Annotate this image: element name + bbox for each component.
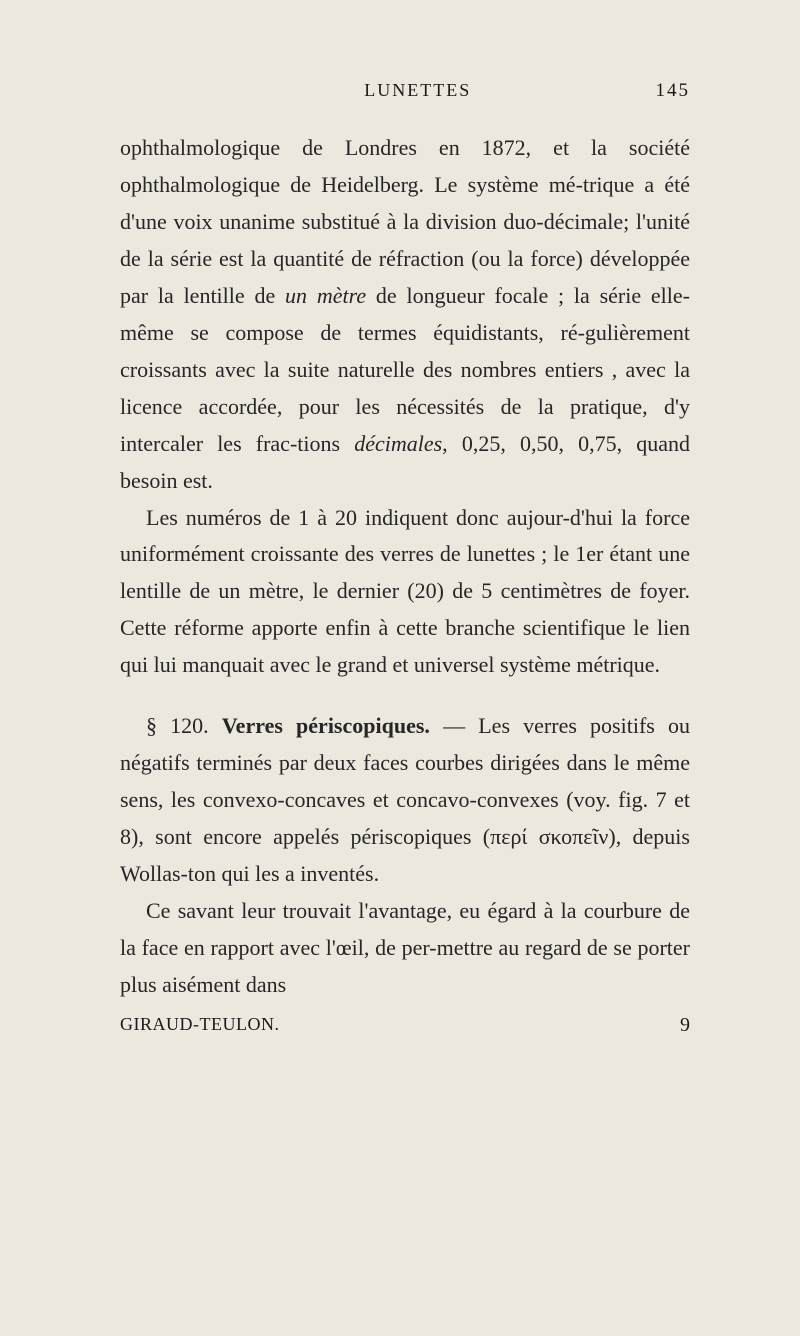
paragraph-1: ophthalmologique de Londres en 1872, et …	[120, 130, 690, 500]
paragraph-3: § 120. Verres périscopiques. — Les verre…	[120, 708, 690, 893]
page-number: 145	[656, 80, 691, 102]
section-title: Verres périscopiques.	[222, 713, 430, 738]
body-text: ophthalmologique de Londres en 1872, et …	[120, 130, 690, 1004]
running-title: LUNETTES	[120, 80, 656, 102]
italic-text: un mètre	[285, 283, 366, 308]
italic-text: décimales	[354, 431, 442, 456]
text-run: — Les verres positifs ou négatifs termin…	[120, 713, 690, 886]
section-number: § 120.	[146, 713, 222, 738]
footer-signature: 9	[680, 1014, 690, 1037]
paragraph-2: Les numéros de 1 à 20 indiquent donc auj…	[120, 500, 690, 685]
page-footer: GIRAUD-TEULON. 9	[120, 1014, 690, 1037]
paragraph-4: Ce savant leur trouvait l'avantage, eu é…	[120, 893, 690, 1004]
footer-author: GIRAUD-TEULON.	[120, 1014, 279, 1037]
page-header: LUNETTES 145	[120, 80, 690, 102]
